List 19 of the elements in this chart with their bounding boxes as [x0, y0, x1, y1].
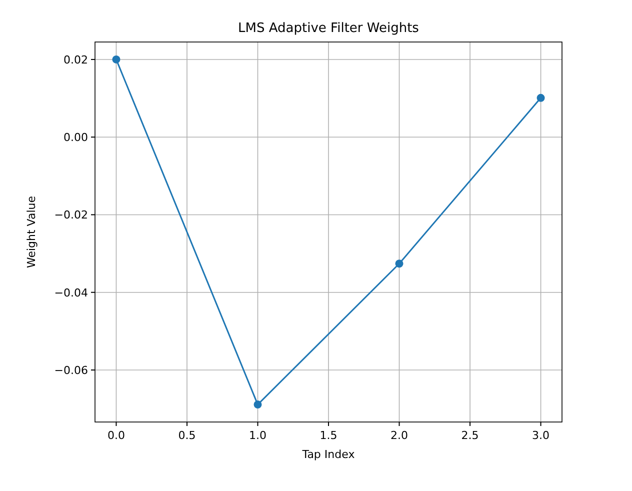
x-tick-label: 2.0 [390, 429, 408, 442]
y-tick-label: 0.00 [64, 131, 88, 144]
x-tick-label: 1.0 [248, 429, 266, 442]
y-axis-title: Weight Value [25, 196, 38, 268]
x-tick-label: 0.0 [107, 429, 125, 442]
y-tick-label: −0.06 [54, 364, 88, 377]
x-tick-label: 0.5 [178, 429, 196, 442]
y-tick-label: −0.04 [54, 286, 88, 300]
x-tick-label: 2.5 [461, 429, 479, 442]
point [395, 260, 404, 268]
x-tick-label: 1.5 [320, 429, 338, 442]
chart-title: LMS Adaptive Filter Weights [238, 21, 420, 36]
point [254, 400, 262, 409]
x-tick-label: 3.0 [532, 429, 550, 442]
point [536, 94, 545, 102]
x-axis-title: Tap Index [301, 448, 356, 461]
point [112, 55, 120, 64]
y-tick-label: −0.02 [54, 208, 88, 222]
y-tick-label: 0.02 [64, 53, 88, 66]
